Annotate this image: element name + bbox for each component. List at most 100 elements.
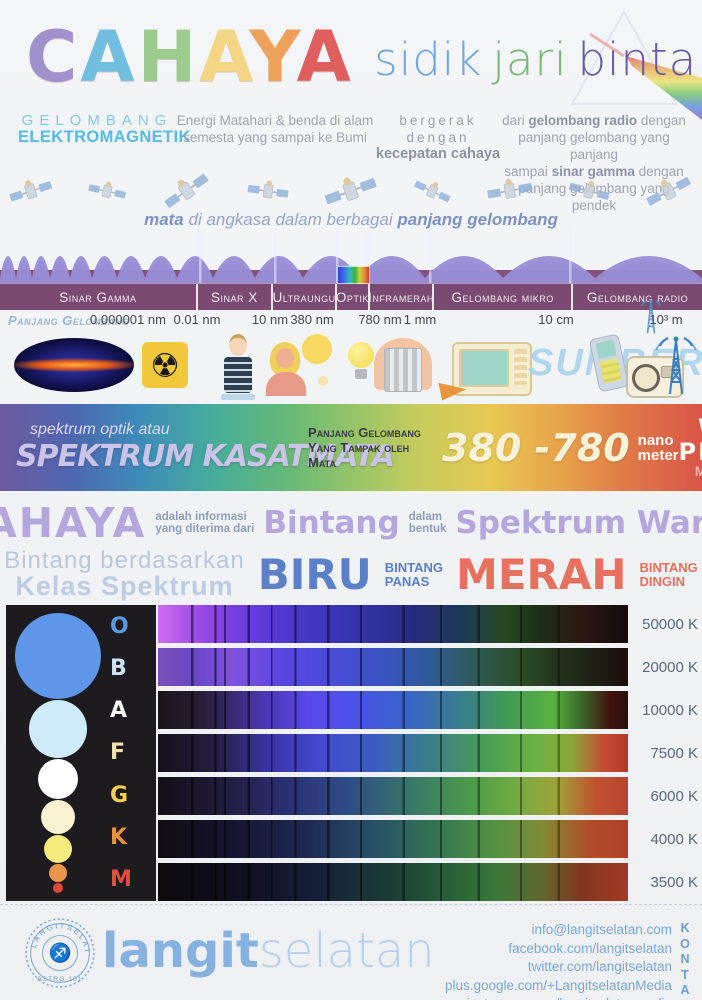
band-segment-inframerah: Inframerah — [368, 284, 435, 310]
spectrum-strip-B — [158, 648, 628, 686]
infrared-heater-icon — [374, 338, 432, 396]
spectrum-strip-K — [158, 820, 628, 858]
em-title-line1: GELOMBANG — [21, 112, 173, 129]
em-title-line2: ELEKTROMAGNETIK — [18, 128, 191, 146]
microwave-oven-icon — [438, 342, 532, 401]
star-circles-column — [6, 605, 110, 901]
visible-title: SPEKTRUM KASATMATA — [16, 439, 395, 474]
band-label: Ultraungu — [272, 289, 336, 305]
title-letter: A — [199, 16, 250, 98]
bintang-word: Bintang — [263, 505, 400, 541]
band-segment-gelombang-radio: Gelombang radio — [573, 284, 702, 310]
star-circle-B — [29, 700, 87, 758]
band-label: Sinar X — [211, 289, 258, 305]
title-letter: C — [26, 16, 81, 98]
subtitle-word: sidik — [374, 33, 483, 86]
wavelength-value: 780 nm — [358, 312, 402, 327]
kontak-vertical-label: KONTAK — [678, 921, 692, 1000]
speed-line2: kecepatan cahaya — [375, 146, 501, 162]
temperature-label: 10000 K — [642, 701, 698, 719]
kontak-letter: A — [680, 983, 690, 997]
spectral-class-row: Bintang berdasarkan Kelas Spektrum BIRU … — [0, 549, 702, 600]
contact-line: instagram.com/langitselatanmedia — [445, 995, 672, 1000]
satellite-icon — [486, 177, 534, 211]
band-segment-ultraungu: Ultraungu — [273, 284, 337, 310]
spectrum-strip-G — [158, 777, 628, 815]
info-stack: adalah informasi yang diterima dari — [155, 510, 255, 536]
band-label: Gelombang radio — [586, 289, 689, 305]
biru-sub-stack: BINTANG PANAS — [384, 559, 444, 589]
langitselatan-wordmark: langitselatan — [102, 923, 435, 979]
kontak-letter: N — [680, 952, 690, 966]
title-letter: A — [296, 16, 354, 98]
band-label: Gelombang mikro — [451, 289, 554, 305]
class-letter-K: K — [110, 825, 128, 851]
contact-line: info@langitselatan.com — [531, 922, 672, 937]
kelas-spektrum-stack: Bintang berdasarkan Kelas Spektrum — [4, 547, 245, 601]
band-label: Optik — [335, 289, 369, 305]
rainbow-mnemonic: MEJIKUHIBINIU — [694, 464, 702, 479]
star-circle-A — [38, 759, 78, 799]
visible-spectrum-banner: spektrum optik atau SPEKTRUM KASATMATA P… — [0, 404, 702, 491]
intro-row: GELOMBANG ELEKTROMAGNETIK Energi Matahar… — [18, 112, 686, 214]
dalam-stack: dalam bentuk — [408, 510, 447, 536]
langitselatan-seal-icon: LANGITSELATAN ♐ · ASTRO 101 · — [24, 917, 95, 988]
temperature-label: 50000 K — [642, 615, 698, 633]
satellite-icon — [87, 180, 127, 209]
visible-range-value: 380 -780 — [442, 425, 630, 470]
star-circle-M — [53, 883, 63, 893]
biru-word: BIRU — [257, 550, 372, 599]
sagittarius-centaur-icon: ♐ — [48, 942, 71, 964]
contact-line: plus.google.com/+LangitselatanMedia — [444, 977, 672, 993]
wavelength-scale: Panjang Gelombang 0.000001 nm 0.01 nm 10 n… — [0, 311, 702, 333]
optical-window-rainbow — [337, 266, 370, 284]
radio-tower-small-icon — [640, 299, 662, 334]
band-segment-sinar-gamma: Sinar Gamma — [0, 284, 198, 310]
title-letter: H — [137, 16, 200, 98]
em-spectrum-band: Sinar Gamma Sinar X Ultraungu Optik Inframer… — [0, 283, 702, 310]
title-letter: A — [80, 16, 138, 98]
spectrum-strip-M — [158, 863, 628, 901]
subtitle-word: jari — [492, 33, 568, 86]
satellite-icon — [644, 177, 694, 212]
warna-pelangi-block: WARNA PELANGI MEJIKUHIBINIU — [679, 416, 702, 479]
uv-sunlight-woman-icon — [262, 334, 334, 398]
band-segment-gelombang-mikro: Gelombang mikro — [434, 284, 573, 310]
kontak-letter: T — [681, 967, 689, 982]
star-circle-K — [49, 864, 67, 882]
energy-line1: Energi Matahari & benda di alam — [176, 113, 374, 128]
range-line2: panjang gelombang yang panjang — [518, 130, 670, 162]
footer: LANGITSELATAN ♐ · ASTRO 101 · langitsela… — [0, 904, 702, 1000]
star-circle-F — [41, 800, 75, 834]
merah-word: MERAH — [456, 550, 627, 599]
temperature-label: 3500 K — [650, 873, 698, 891]
intro-em: GELOMBANG ELEKTROMAGNETIK — [18, 112, 191, 214]
temperature-label: 20000 K — [642, 658, 698, 676]
class-letter-A: A — [110, 698, 128, 724]
wavelength-value: 0.01 nm — [173, 312, 221, 327]
band-segment-sinar-x: Sinar X — [198, 284, 274, 310]
radiation-symbol-icon: ☢ — [142, 342, 188, 388]
page-subtitle: sidikjaribintang — [374, 33, 702, 86]
wavelength-value: 0.000001 nm — [90, 312, 166, 327]
wavelength-value: 380 nm — [290, 312, 334, 327]
contact-line: twitter.com/langitselatan — [527, 959, 672, 974]
header: CAHAYA sidikjaribintang — [26, 14, 702, 100]
subtitle-word: bintang — [577, 33, 702, 86]
spectrum-strip-F — [158, 734, 628, 772]
intro-range: dari gelombang radio dengan panjang gelo… — [502, 112, 686, 214]
class-letter-O: O — [110, 613, 129, 639]
kontak-letter: K — [680, 921, 690, 935]
wavelength-value: 10 cm — [538, 312, 574, 327]
wordmark-light: selatan — [258, 923, 435, 979]
satellite-icon — [567, 179, 611, 210]
band-segment-optik: Optik — [335, 284, 370, 310]
eyes-in-space-caption: mata di angkasa dalam berbagai panjang g… — [144, 210, 558, 229]
class-letter-G: G — [110, 782, 129, 808]
spectrum-strip-O — [158, 605, 628, 643]
energy-line2: semesta yang sampai ke Bumi — [183, 130, 367, 145]
kontak-letter: O — [680, 936, 690, 951]
